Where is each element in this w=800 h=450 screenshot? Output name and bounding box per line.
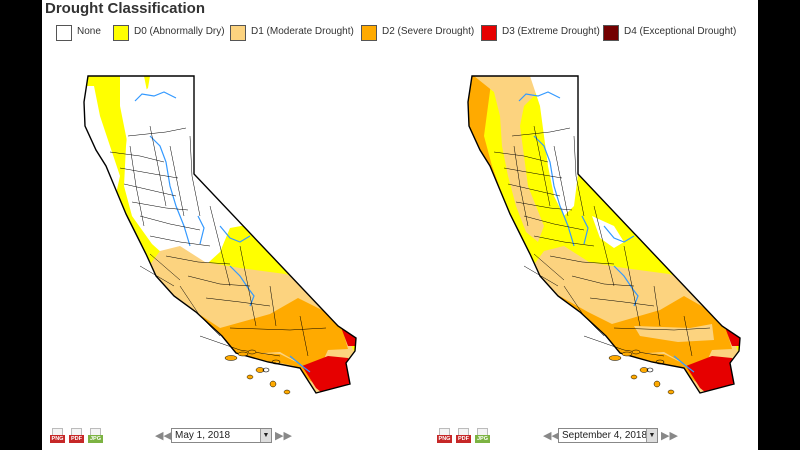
png-download-icon[interactable]: PNG (50, 428, 65, 444)
legend-swatch (113, 25, 129, 41)
legend-label: D0 (Abnormally Dry) (134, 26, 225, 37)
pdf-download-label: PDF (456, 435, 471, 443)
png-download-icon[interactable]: PNG (437, 428, 452, 444)
legend-label: None (77, 26, 101, 37)
jpg-download-icon[interactable]: JPG (475, 428, 490, 444)
california-drought-map-left (83, 75, 357, 395)
next-date-button[interactable]: ▶▶ (275, 430, 292, 442)
drought-viewer-panel: Drought Classification None D0 (Abnormal… (42, 0, 758, 450)
legend-label: D2 (Severe Drought) (382, 26, 475, 37)
date-dropdown-left[interactable]: May 1, 2018 ▼ (171, 428, 272, 443)
dropdown-arrow-icon: ▼ (260, 429, 271, 442)
date-dropdown-right[interactable]: September 4, 2018 ▼ (558, 428, 658, 443)
legend-label: D4 (Exceptional Drought) (624, 26, 737, 37)
legend-swatch (230, 25, 246, 41)
pdf-download-icon[interactable]: PDF (69, 428, 84, 444)
previous-date-button[interactable]: ◀◀ (155, 430, 172, 442)
png-download-label: PNG (50, 435, 65, 443)
legend-swatch (603, 25, 619, 41)
jpg-download-label: JPG (88, 435, 103, 443)
pdf-download-label: PDF (69, 435, 84, 443)
png-download-label: PNG (437, 435, 452, 443)
jpg-download-label: JPG (475, 435, 490, 443)
legend-label: D1 (Moderate Drought) (251, 26, 354, 37)
dropdown-arrow-icon: ▼ (646, 429, 657, 442)
page-title: Drought Classification (45, 0, 206, 17)
map-controls-right: PNG PDF JPG ◀◀ September 4, 2018 ▼ ▶▶ (437, 428, 758, 444)
california-drought-map-right (467, 75, 741, 395)
jpg-download-icon[interactable]: JPG (88, 428, 103, 444)
legend-swatch (56, 25, 72, 41)
pdf-download-icon[interactable]: PDF (456, 428, 471, 444)
legend-swatch (361, 25, 377, 41)
next-date-button[interactable]: ▶▶ (661, 430, 678, 442)
date-value: May 1, 2018 (175, 430, 231, 441)
legend-swatch (481, 25, 497, 41)
date-value: September 4, 2018 (562, 430, 648, 441)
legend-label: D3 (Extreme Drought) (502, 26, 600, 37)
previous-date-button[interactable]: ◀◀ (543, 430, 560, 442)
map-controls-left: PNG PDF JPG ◀◀ May 1, 2018 ▼ ▶▶ (50, 428, 380, 444)
